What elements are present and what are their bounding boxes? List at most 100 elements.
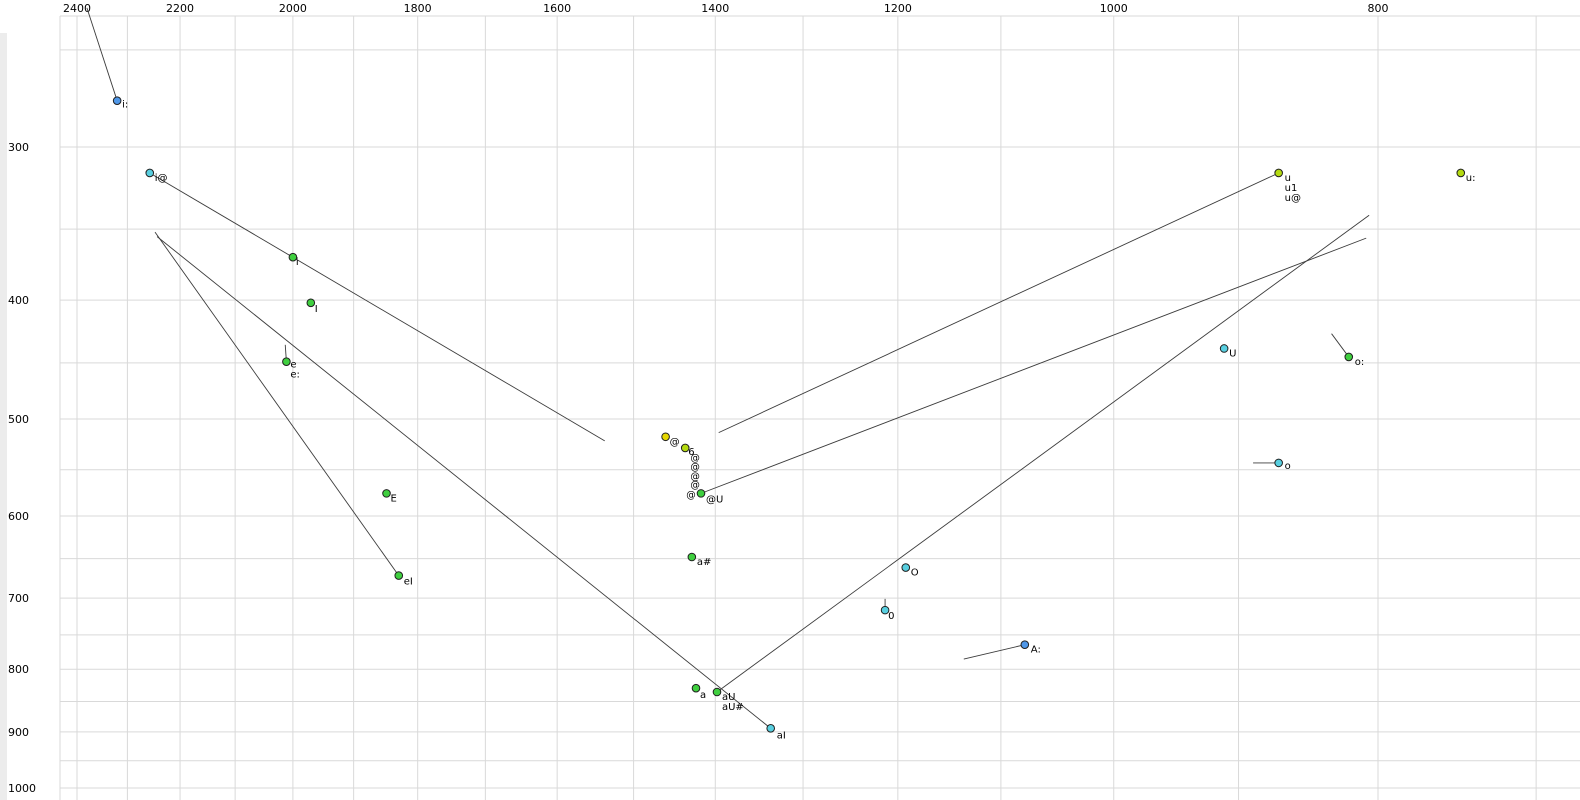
- vowel-label-uat: u@: [1285, 193, 1301, 204]
- x-tick-label-1400: 1400: [701, 2, 729, 15]
- vowel-marker: [880, 605, 890, 615]
- y-tick-label-700: 700: [8, 592, 29, 605]
- vowel-label-aI: aI: [777, 730, 786, 741]
- vowel-point-O: O: [901, 563, 919, 579]
- vowel-point-e: ee:: [282, 357, 300, 381]
- vowel-marker: [145, 168, 155, 178]
- window-left-edge: [0, 33, 7, 800]
- vowel-label-i: i: [296, 257, 299, 268]
- vowel-marker: [766, 724, 776, 733]
- x-tick-label-1200: 1200: [884, 2, 912, 15]
- schwa-text-marker: @: [686, 490, 696, 501]
- schwa-text-marker: @: [690, 462, 700, 473]
- trajectory-eI: [154, 231, 400, 576]
- vowel-label-u: u: [1285, 173, 1291, 184]
- vowel-point-0: 0: [880, 605, 894, 622]
- vowel-marker: [112, 96, 122, 105]
- vowel-label-eI: eI: [404, 577, 413, 588]
- vowel-marker: [1020, 640, 1030, 649]
- schwa-text-marker: @: [690, 480, 700, 491]
- vowel-marker: [691, 683, 701, 693]
- vowel-point-ahash: a#: [687, 552, 711, 568]
- vowel-marker: [1274, 458, 1283, 468]
- trajectory-aU: [716, 214, 1370, 693]
- vowel-marker: [712, 687, 722, 697]
- vowel-marker: [661, 432, 670, 442]
- y-tick-label-600: 600: [8, 510, 29, 523]
- grid-lines: [59, 15, 1580, 800]
- vowel-label-at: @: [670, 437, 680, 448]
- trajectory-ilong: [86, 7, 118, 101]
- vowel-point-ilong: i:: [112, 96, 128, 111]
- trajectory-aI: [156, 236, 771, 729]
- x-tick-label-800: 800: [1368, 2, 1389, 15]
- vowel-label-o: o: [1285, 461, 1291, 472]
- vowel-point-atU: @U: [696, 489, 723, 505]
- axis-tick-labels: 2400 2200 2000 1800 1600 1400 1200 1000 800 300 40…: [8, 2, 1389, 795]
- vowel-label-elong: e:: [290, 370, 300, 381]
- vowel-label-6: 6: [688, 447, 694, 458]
- vowel-point-a: a: [691, 683, 706, 701]
- vowel-point-aI: aI: [766, 724, 786, 741]
- vowel-label-E: E: [391, 493, 397, 504]
- vowel-label-atU: @U: [706, 494, 723, 505]
- y-tick-label-1000: 1000: [8, 782, 36, 795]
- vowel-marker: [1456, 168, 1466, 178]
- vowel-marker: [288, 252, 298, 262]
- trajectory-atU: [700, 237, 1367, 494]
- vowel-marker: [306, 298, 316, 308]
- vowel-marker: [696, 489, 706, 498]
- vowel-label-iat: i@: [155, 173, 168, 184]
- x-tick-label-1600: 1600: [543, 2, 571, 15]
- vowel-label-ilong: i:: [122, 100, 128, 111]
- vowel-label-0: 0: [888, 611, 894, 622]
- vowel-point-olong: o:: [1344, 352, 1365, 368]
- y-tick-label-500: 500: [8, 413, 29, 426]
- vowel-point-at: @: [661, 432, 680, 448]
- vowel-marker: [382, 489, 391, 498]
- y-tick-label-300: 300: [8, 141, 29, 154]
- x-tick-label-1800: 1800: [404, 2, 432, 15]
- schwa-text-marker: @: [690, 453, 700, 464]
- vowel-point-eI: eI: [394, 571, 413, 588]
- x-tick-label-2400: 2400: [63, 2, 91, 15]
- vowel-point-ulong: u:: [1456, 168, 1476, 184]
- vowel-label-olong: o:: [1355, 357, 1365, 368]
- vowel-point-i: i: [288, 252, 299, 268]
- vowel-marker: [1274, 168, 1283, 178]
- vowel-marker: [1219, 344, 1229, 353]
- diphthong-trajectories: [86, 7, 1370, 729]
- vowel-label-aU: aU: [722, 692, 735, 703]
- x-tick-label-1000: 1000: [1100, 2, 1128, 15]
- vowel-point-6: 6: [680, 443, 695, 458]
- vowel-label-Along: A:: [1031, 645, 1041, 656]
- vowel-marker: [394, 571, 404, 580]
- vowel-label-U: U: [1229, 348, 1236, 359]
- vowel-point-o: o: [1274, 458, 1291, 472]
- x-tick-label-2200: 2200: [166, 2, 194, 15]
- vowel-point-I: I: [306, 298, 318, 315]
- trajectory-Along: [963, 644, 1025, 660]
- y-tick-label-900: 900: [8, 726, 29, 739]
- x-tick-label-2000: 2000: [279, 2, 307, 15]
- vowel-point-E: E: [382, 489, 397, 504]
- trajectory-uat: [718, 172, 1279, 434]
- trajectory-iat: [149, 172, 605, 442]
- vowel-marker: [687, 552, 697, 562]
- vowel-label-u1: u1: [1285, 183, 1298, 194]
- vowel-label-I: I: [315, 304, 318, 315]
- vowel-marker: [680, 443, 690, 453]
- vowel-label-e: e: [290, 360, 296, 371]
- vowel-marker: [282, 357, 291, 366]
- vowel-label-a: a: [700, 690, 706, 701]
- vowel-point-Along: A:: [1020, 640, 1041, 656]
- vowel-label-ulong: u:: [1466, 173, 1476, 184]
- vowel-label-O: O: [911, 568, 919, 579]
- schwa-text-marker: @: [690, 471, 700, 482]
- vowel-marker: [1344, 352, 1354, 362]
